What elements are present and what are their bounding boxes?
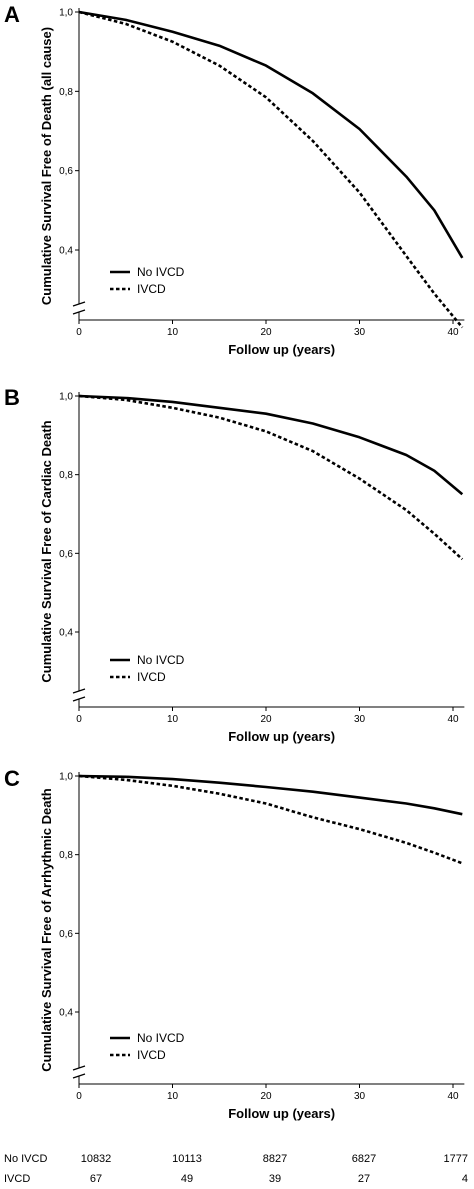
axis-break-marker — [72, 1065, 86, 1079]
risk-cell: 1777 — [444, 1153, 468, 1165]
legend: No IVCD IVCD — [110, 265, 185, 296]
x-axis-title: Follow up (years) — [228, 1106, 335, 1121]
panel-letter: A — [4, 2, 20, 27]
series-line-ivcd — [78, 394, 464, 561]
y-tick-label: 0,6 — [59, 166, 73, 177]
y-tick-label: 0,4 — [59, 628, 73, 639]
axis-break-stroke — [72, 688, 86, 694]
risk-cell: 4 — [462, 1173, 468, 1185]
series-line-ivcd — [78, 10, 464, 329]
risk-row-label: IVCD — [4, 1173, 30, 1185]
y-axis-title: Cumulative Survival Free of Arrhythmic D… — [39, 788, 54, 1071]
x-tick-label: 30 — [354, 327, 366, 338]
y-tick-label: 1,0 — [59, 8, 73, 19]
risk-cell: 67 — [90, 1173, 102, 1185]
axis-break-marker — [72, 301, 86, 315]
x-tick-label: 10 — [167, 327, 179, 338]
legend-label-ivcd: IVCD — [137, 670, 166, 684]
legend: No IVCD IVCD — [110, 1031, 185, 1062]
x-tick-label: 0 — [76, 1091, 82, 1102]
series-line-no-ivcd — [78, 10, 464, 259]
risk-row: No IVCD 10832 10113 8827 6827 1777 — [4, 1153, 468, 1165]
x-tick-label: 0 — [76, 714, 82, 725]
x-axis-title: Follow up (years) — [228, 342, 335, 357]
y-axis-title: Cumulative Survival Free of Death (all c… — [39, 27, 54, 305]
panel-letter: B — [4, 385, 20, 410]
x-tick-label: 20 — [260, 327, 272, 338]
legend-label-no-ivcd: No IVCD — [137, 265, 185, 279]
legend-label-no-ivcd: No IVCD — [137, 1031, 185, 1045]
y-tick-label: 0,8 — [59, 850, 73, 861]
panel-letter: C — [4, 766, 20, 791]
risk-cell: 27 — [358, 1173, 370, 1185]
risk-cell: 39 — [269, 1173, 281, 1185]
y-axis-title: Cumulative Survival Free of Cardiac Deat… — [39, 420, 54, 682]
risk-row-label: No IVCD — [4, 1153, 47, 1165]
series-line-no-ivcd — [78, 774, 463, 816]
x-tick-label: 20 — [260, 1091, 272, 1102]
axis-break-stroke — [72, 301, 86, 307]
axis-break-stroke — [72, 1073, 86, 1079]
risk-cell: 6827 — [352, 1153, 376, 1165]
x-tick-label: 20 — [260, 714, 272, 725]
risk-row: IVCD 67 49 39 27 4 — [4, 1173, 468, 1185]
risk-cell: 10113 — [172, 1153, 202, 1165]
legend-label-no-ivcd: No IVCD — [137, 653, 185, 667]
x-axis-title: Follow up (years) — [228, 729, 335, 744]
panel-a: A 1,0 0,8 0,6 0,4 0 10 20 30 40 Follow up (years) C… — [4, 2, 465, 357]
legend: No IVCD IVCD — [110, 653, 185, 684]
x-tick-label: 30 — [354, 714, 366, 725]
risk-table: No IVCD 10832 10113 8827 6827 1777 IVCD 67 49 39 2… — [4, 1153, 468, 1185]
x-tick-label: 40 — [447, 714, 459, 725]
y-tick-label: 0,6 — [59, 929, 73, 940]
x-tick-label: 30 — [354, 1091, 366, 1102]
y-tick-label: 0,6 — [59, 549, 73, 560]
y-tick-label: 0,8 — [59, 470, 73, 481]
legend-label-ivcd: IVCD — [137, 282, 166, 296]
y-tick-label: 1,0 — [59, 772, 73, 783]
y-tick-label: 0,4 — [59, 246, 73, 257]
x-tick-label: 40 — [447, 327, 459, 338]
x-tick-label: 10 — [167, 714, 179, 725]
axis-break-marker — [72, 688, 86, 702]
axis-break-stroke — [72, 1065, 86, 1071]
panel-c: C 1,0 0,8 0,6 0,4 0 10 20 30 40 Follow up (years) C… — [4, 766, 465, 1121]
risk-cell: 8827 — [263, 1153, 287, 1165]
x-tick-label: 40 — [447, 1091, 459, 1102]
y-tick-label: 0,4 — [59, 1008, 73, 1019]
y-tick-label: 0,8 — [59, 87, 73, 98]
series-line-ivcd — [78, 774, 463, 865]
risk-cell: 10832 — [81, 1153, 112, 1165]
y-tick-label: 1,0 — [59, 392, 73, 403]
risk-cell: 49 — [181, 1173, 193, 1185]
x-tick-label: 10 — [167, 1091, 179, 1102]
legend-label-ivcd: IVCD — [137, 1048, 166, 1062]
panel-b: B 1,0 0,8 0,6 0,4 0 10 20 30 40 Follow up (years) C… — [4, 385, 465, 744]
x-tick-label: 0 — [76, 327, 82, 338]
series-line-no-ivcd — [78, 394, 464, 496]
axis-break-stroke — [72, 309, 86, 315]
axis-break-stroke — [72, 696, 86, 702]
